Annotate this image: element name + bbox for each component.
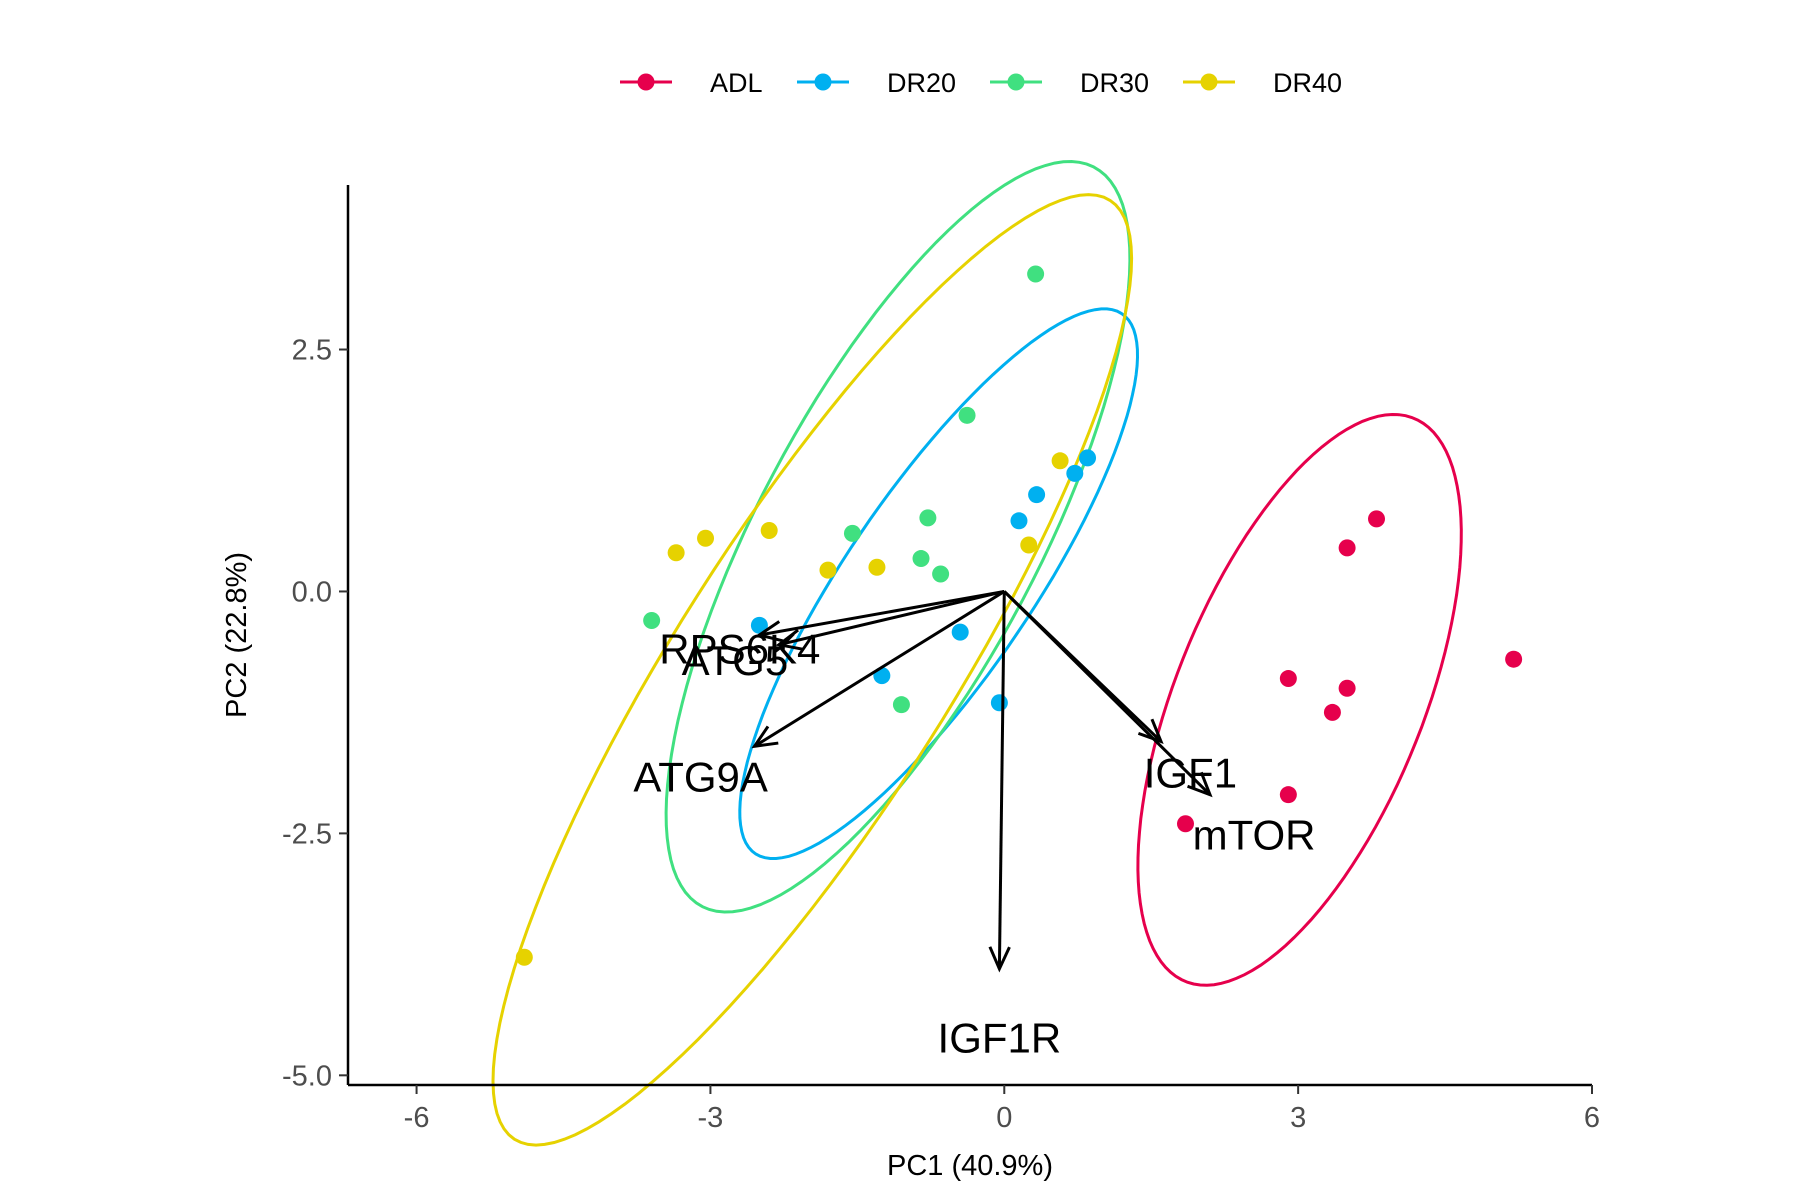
point-adl xyxy=(1505,650,1523,668)
point-dr20 xyxy=(1066,464,1084,482)
loading-label: ATG9A xyxy=(633,753,768,800)
arrow-head xyxy=(988,946,1011,973)
loading-label: mTOR xyxy=(1193,811,1316,858)
loading-label: ATG5 xyxy=(682,637,789,684)
arrow-head xyxy=(751,725,779,749)
y-tick-label: -5.0 xyxy=(282,1060,332,1092)
loading-arrow xyxy=(997,591,1006,969)
point-dr40 xyxy=(1020,536,1038,554)
data-points xyxy=(515,265,1523,966)
point-adl xyxy=(1176,815,1194,833)
point-dr20 xyxy=(1028,486,1046,504)
ellipse-dr20 xyxy=(738,307,1140,860)
x-tick-label: 3 xyxy=(1290,1102,1306,1134)
point-dr30 xyxy=(1027,265,1045,283)
arrow-head xyxy=(1137,718,1164,744)
point-dr20 xyxy=(1079,449,1097,467)
legend-item-dr30: DR30 xyxy=(990,68,1149,98)
point-adl xyxy=(1279,670,1297,688)
legend-item-dr40: DR40 xyxy=(1183,68,1342,98)
point-dr20 xyxy=(1010,512,1028,530)
point-dr30 xyxy=(958,406,976,424)
legend: ADL DR20 DR30 DR40 xyxy=(620,68,1342,98)
legend-label: DR20 xyxy=(887,68,956,98)
point-dr40 xyxy=(868,558,886,576)
legend-label: DR30 xyxy=(1080,68,1149,98)
x-tick-label: 6 xyxy=(1584,1102,1600,1134)
legend-label: DR40 xyxy=(1273,68,1342,98)
ellipse-adl xyxy=(1136,412,1463,987)
confidence-ellipses xyxy=(491,159,1463,1147)
loading-arrow xyxy=(753,590,1006,748)
legend-marker xyxy=(1200,73,1218,91)
y-tick-label: 2.5 xyxy=(292,335,332,367)
point-dr30 xyxy=(919,509,937,527)
point-dr30 xyxy=(643,611,661,629)
point-adl xyxy=(1368,510,1386,528)
y-tick-label: -2.5 xyxy=(282,818,332,850)
point-dr30 xyxy=(892,696,910,714)
point-dr30 xyxy=(843,524,861,542)
point-dr40 xyxy=(819,561,837,579)
point-dr40 xyxy=(667,544,685,562)
legend-marker xyxy=(1007,73,1025,91)
loading-arrow xyxy=(1003,590,1212,796)
point-adl xyxy=(1338,539,1356,557)
axes: -6 -3 0 3 6 -5.0 -2.5 0.0 2.5 xyxy=(282,185,1600,1134)
point-dr30 xyxy=(912,550,930,568)
point-adl xyxy=(1279,786,1297,804)
point-adl xyxy=(1338,679,1356,697)
legend-item-dr20: DR20 xyxy=(797,68,956,98)
legend-label: ADL xyxy=(710,68,763,98)
legend-marker xyxy=(637,73,655,91)
ellipse-dr40 xyxy=(491,193,1134,1147)
arrow-head xyxy=(775,628,803,651)
loading-label: IGF1R xyxy=(938,1015,1062,1062)
arrow-head xyxy=(1186,771,1213,798)
y-tick-label: 0.0 xyxy=(292,576,332,608)
legend-marker xyxy=(814,73,832,91)
loading-arrow xyxy=(778,589,1005,647)
ellipse-dr30 xyxy=(664,159,1132,914)
point-dr40 xyxy=(760,521,778,539)
x-tick-label: 0 xyxy=(996,1102,1012,1134)
point-dr30 xyxy=(932,565,950,583)
y-axis-title: PC2 (22.8%) xyxy=(221,552,253,718)
loading-label: IGF1 xyxy=(1144,749,1237,796)
point-dr40 xyxy=(515,948,533,966)
x-axis-title: PC1 (40.9%) xyxy=(887,1150,1053,1182)
point-dr40 xyxy=(697,529,715,547)
point-adl xyxy=(1323,703,1341,721)
arrow-head xyxy=(755,620,784,643)
loading-arrow xyxy=(759,589,1005,637)
point-dr40 xyxy=(1051,452,1069,470)
legend-item-adl: ADL xyxy=(620,68,763,98)
x-tick-label: -6 xyxy=(404,1102,430,1134)
point-dr20 xyxy=(951,623,969,641)
point-dr20 xyxy=(990,694,1008,712)
x-tick-label: -3 xyxy=(698,1102,724,1134)
point-dr20 xyxy=(750,616,768,634)
